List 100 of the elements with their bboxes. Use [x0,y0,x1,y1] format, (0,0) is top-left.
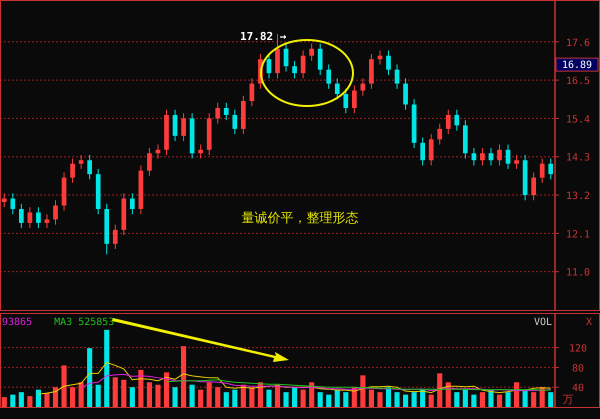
bar [87,348,92,407]
bar [206,382,212,407]
bar [36,390,41,407]
y-tick-label: 17.6 [566,38,590,49]
bar [496,394,502,407]
bar [78,382,84,407]
bar [2,397,7,407]
y-tick-label: 12.1 [566,229,590,240]
candlestick [514,154,519,170]
candlestick [28,206,32,229]
candlestick [224,102,229,121]
bar [548,392,554,407]
bar [224,392,229,407]
bar [403,394,408,407]
line-series [166,379,552,391]
y-tick-label: 15.4 [566,114,590,126]
bar [360,375,366,407]
bar [121,380,126,407]
candlestick [87,154,92,180]
bar [190,384,195,407]
bar [505,392,511,407]
text: 16.89 [562,60,592,72]
bar [394,392,400,407]
candlestick [540,158,545,184]
candlestick [232,109,238,135]
bar [531,392,536,407]
bar [292,387,298,407]
candlestick [2,192,7,208]
bar [18,392,24,407]
candlestick [360,78,366,96]
candlestick [531,172,536,201]
candlestick [480,148,485,166]
bar [27,396,32,407]
bar [274,384,280,407]
candlestick [53,200,58,226]
line-series [38,362,552,395]
bar [283,392,289,407]
bar [138,370,144,407]
candlestick [181,112,186,142]
candlestick [437,123,442,146]
line-series [80,374,552,392]
bar [96,384,101,407]
candlestick [548,158,554,180]
bar [428,394,434,407]
y-tick-label: 11.0 [566,268,590,279]
annotation: 17.82 → [240,30,287,43]
bar [215,387,220,407]
bar [155,384,161,407]
bar [368,390,374,407]
bar [318,392,323,407]
bar [232,390,238,407]
bar [164,372,170,407]
bar [52,387,58,407]
bar [420,390,426,407]
bar [266,390,272,407]
candlestick [19,203,24,229]
candlestick [403,78,408,110]
candlestick [352,84,357,114]
y-tick-label: 14.3 [566,152,590,164]
candlestick [292,60,297,79]
text: 93865 [2,317,32,328]
y-tick-label: 40 [572,383,584,394]
bar [480,392,485,407]
bar [386,387,392,407]
bar [300,390,306,407]
candlestick [147,148,152,176]
candlestick [112,224,118,250]
bar [326,394,332,407]
y-tick-label: 120 [568,344,588,355]
bar [172,387,178,407]
annotation: 量诚价平，整理形态 [242,211,358,226]
candlestick [394,64,400,90]
candlestick [428,134,434,166]
bar [462,390,468,407]
candlestick [78,154,84,170]
candlestick [10,192,16,215]
y-tick-label: 16.5 [566,76,590,88]
bar [522,390,528,407]
candlestick [386,50,391,76]
bar [198,390,204,407]
bar [249,387,254,407]
annotation: VOL [534,317,552,328]
text: X [586,317,592,328]
bar [70,387,76,407]
text: MA3 525853 [54,317,114,328]
y-axis-title: 万 [562,393,574,406]
candlestick [44,214,50,229]
candlestick [70,158,75,184]
candlestick [326,64,332,90]
bar [181,346,186,407]
candlestick [318,43,323,76]
candlestick [215,102,220,124]
bar [112,377,118,407]
candlestick [497,144,502,166]
y-tick-label: 80 [572,363,584,374]
candlestick [198,144,203,159]
candlestick [284,43,288,72]
bar [334,390,340,407]
bar [471,394,476,407]
candlestick [420,137,425,166]
